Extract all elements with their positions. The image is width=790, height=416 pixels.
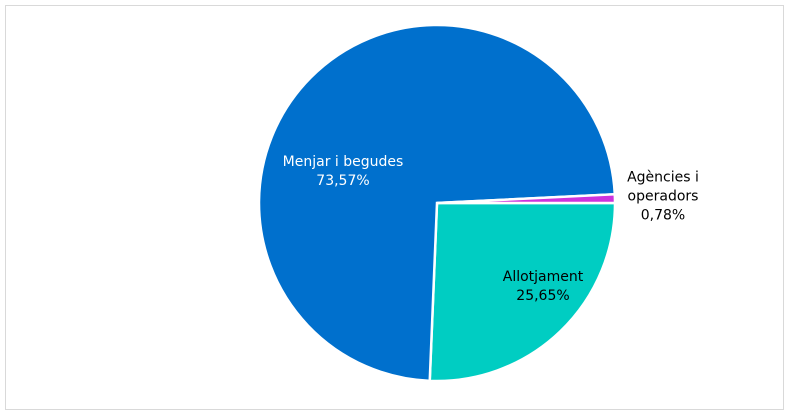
pie-slice	[428, 201, 617, 383]
value-label: 73,57%	[316, 173, 370, 189]
category-label: Allotjament	[502, 269, 584, 285]
pie-slice	[436, 192, 617, 205]
category-label: Menjar i begudes	[282, 154, 404, 170]
value-label: 25,65%	[516, 288, 570, 304]
value-label: 0,78%	[640, 207, 686, 224]
slice-label: Menjar i begudes 73,57%	[263, 153, 423, 191]
slice-label: Allotjament 25,65%	[488, 268, 598, 306]
slice-label: Agències i operadors 0,78%	[618, 169, 708, 226]
pie-slice	[257, 23, 617, 383]
category-label: Agències i operadors	[627, 169, 699, 205]
